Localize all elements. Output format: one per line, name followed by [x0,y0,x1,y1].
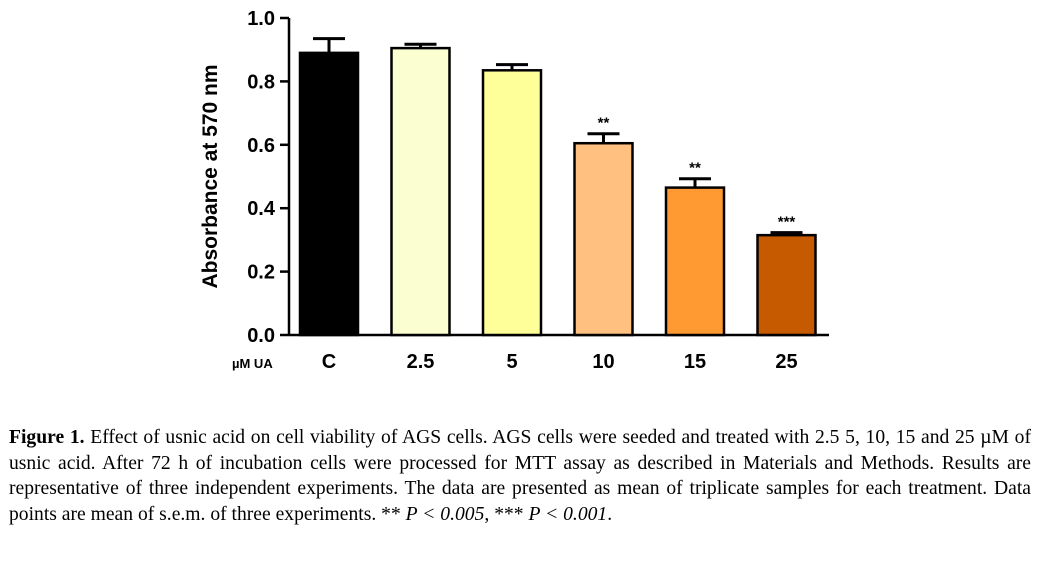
caption-text: Effect of usnic acid on cell viability o… [9,427,1031,525]
x-tick-label: 25 [775,351,797,373]
bar [573,141,634,337]
plot-area: 0.0 0.2 0.4 0.6 0.8 1.0 Absorbance at 570 nm µM… [199,8,829,373]
p-value-1: P < 0.005 [405,503,485,525]
bar-chart: 0.0 0.2 0.4 0.6 0.8 1.0 Absorbance at 570 nm µM… [199,8,829,373]
significance-label: *** [778,214,796,231]
bar [481,69,543,337]
x-tick-label: C [322,351,336,373]
y-tick-label: 1.0 [247,8,275,30]
x-unit-label: µM UA [232,356,273,371]
y-tick-label: 0.4 [247,198,276,220]
x-tick-label: 2.5 [407,351,435,373]
significance-label: ** [598,115,610,132]
p-value-2: P < 0.001 [528,503,608,525]
x-tick-label: 15 [684,351,706,373]
y-tick-label: 0.8 [247,71,275,93]
figure-caption: Figure 1. Effect of usnic acid on cell v… [9,425,1031,527]
caption-mid: , *** [484,503,529,525]
x-tick-label: 10 [592,351,614,373]
bar [756,233,817,337]
bar [664,186,726,337]
figure-label: Figure 1. [9,427,85,448]
y-tick-label: 0.6 [247,135,275,157]
y-tick-label: 0.0 [247,325,275,347]
bar [298,51,360,337]
significance-label: ** [689,160,701,177]
caption-end: . [607,503,613,525]
y-axis-title: Absorbance at 570 nm [199,64,222,288]
y-tick-label: 0.2 [247,262,275,284]
x-tick-label: 5 [506,351,517,373]
bar [390,46,451,337]
